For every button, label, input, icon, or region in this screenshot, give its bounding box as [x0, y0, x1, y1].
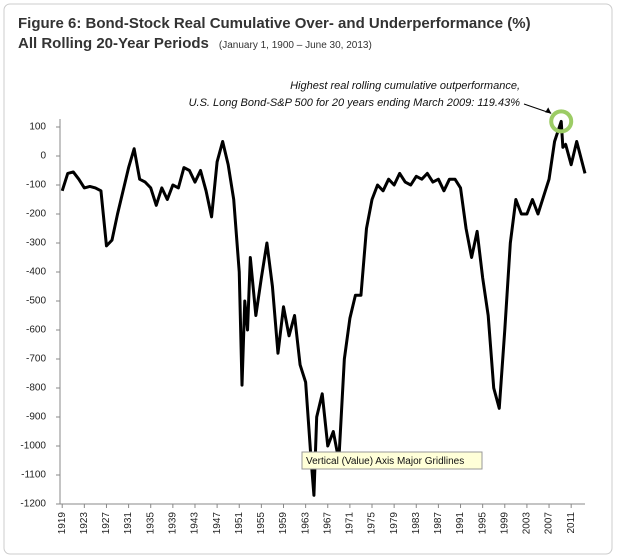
x-tick-label: 1983: [411, 512, 422, 535]
x-tick-label: 1995: [477, 512, 488, 535]
y-tick-label: -200: [26, 209, 46, 220]
x-tick-label: 1959: [278, 512, 289, 535]
y-tick-label: -600: [26, 325, 46, 336]
x-tick-label: 1963: [300, 512, 311, 535]
tooltip-box: [301, 451, 483, 470]
x-tick-label: 2007: [544, 512, 555, 535]
annotation: Highest real rolling cumulative outperfo…: [290, 80, 520, 92]
x-tick-label: 1967: [322, 512, 333, 535]
annotation: U.S. Long Bond-S&P 500 for 20 years endi…: [189, 97, 521, 109]
x-tick-label: 1999: [499, 512, 510, 535]
x-tick-label: 1987: [433, 512, 444, 535]
y-tick-label: -1000: [20, 441, 46, 452]
x-tick-label: 1931: [123, 512, 134, 535]
y-tick-label: -900: [26, 412, 46, 423]
x-tick-label: 1935: [145, 512, 156, 535]
x-tick-label: 2003: [522, 512, 533, 535]
chart-title-line2: All Rolling 20-Year Periods: [18, 35, 209, 52]
y-tick-label: 100: [29, 122, 46, 133]
x-tick-label: 1919: [57, 512, 68, 535]
x-tick-label: 1971: [345, 512, 356, 535]
y-tick-label: -500: [26, 296, 46, 307]
highlight-ring: [549, 109, 574, 134]
x-tick-label: 2011: [566, 512, 577, 534]
series-line: [60, 119, 587, 497]
x-tick-label: 1947: [212, 512, 223, 535]
x-tick-label: 1951: [234, 512, 245, 535]
y-tick-label: -700: [26, 354, 46, 365]
y-tick-label: -100: [26, 180, 46, 191]
chart-title: Figure 6: Bond-Stock Real Cumulative Ove…: [18, 15, 531, 32]
y-tick-label: 0: [40, 151, 46, 162]
tooltip: Vertical (Value) Axis Major Gridlines: [306, 456, 464, 467]
y-tick-label: -300: [26, 238, 46, 249]
x-tick-label: 1943: [190, 512, 201, 535]
x-tick-label: 1991: [455, 512, 466, 535]
y-tick-label: -800: [26, 383, 46, 394]
chart-subtitle: (January 1, 1900 – June 30, 2013): [219, 40, 372, 51]
y-tick-label: -1100: [21, 470, 46, 481]
arrow-head: [545, 107, 552, 114]
x-tick-label: 1923: [79, 512, 90, 535]
x-tick-label: 1939: [167, 512, 178, 535]
frame: [3, 3, 613, 555]
x-tick-label: 1979: [389, 512, 400, 535]
x-tick-label: 1955: [256, 512, 267, 535]
x-tick-label: 1927: [101, 512, 112, 535]
y-tick-label: -400: [26, 267, 46, 278]
y-tick-label: -1200: [20, 499, 46, 510]
x-tick-label: 1975: [367, 512, 378, 535]
